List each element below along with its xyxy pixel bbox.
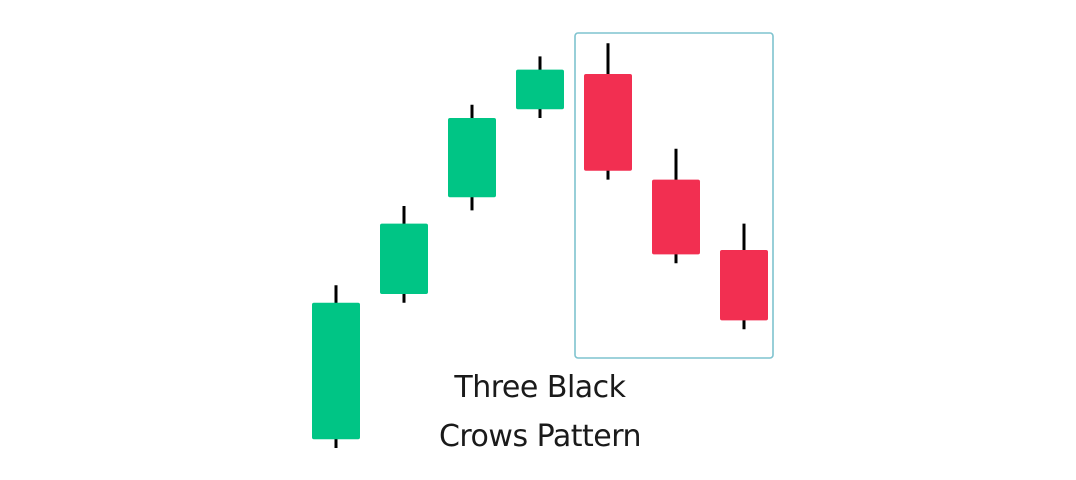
candle-2-bullish [380,206,428,303]
caption-line-1: Three Black [454,370,626,405]
candle-body [652,179,700,255]
candle-4-bullish [516,56,564,118]
candle-body [312,302,360,440]
candle-6-bearish [652,148,700,264]
pattern-highlight-box [574,32,774,359]
candle-body [516,69,564,110]
candle-body [720,250,768,321]
candle-3-bullish [448,104,496,211]
caption-line-2: Crows Pattern [438,419,642,454]
candle-body [448,118,496,198]
candle-1-bullish [312,285,360,448]
candle-5-bearish [584,43,632,180]
candles-group [312,43,768,448]
candle-7-bearish [720,223,768,330]
candle-body [380,223,428,294]
candle-body [584,74,632,171]
